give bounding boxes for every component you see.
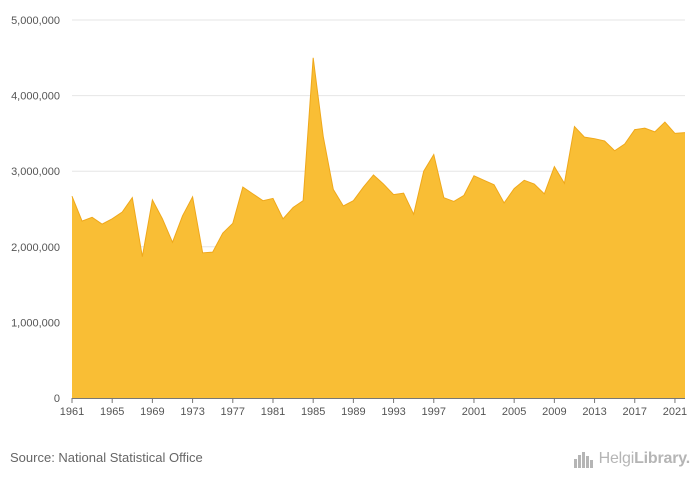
x-tick-label: 1985 — [301, 406, 325, 418]
data-point — [583, 136, 586, 139]
data-point — [663, 121, 666, 124]
data-point — [261, 199, 264, 202]
data-point — [392, 193, 395, 196]
y-tick-label: 3,000,000 — [11, 166, 60, 178]
y-tick-label: 2,000,000 — [11, 242, 60, 254]
data-point — [282, 217, 285, 220]
data-point — [573, 125, 576, 128]
logo-text-bold: Library. — [634, 450, 690, 467]
data-point — [111, 217, 114, 220]
data-point — [372, 173, 375, 176]
logo-text: HelgiLibrary. — [598, 450, 691, 468]
data-point — [171, 241, 174, 244]
x-tick-label: 1969 — [140, 406, 164, 418]
data-point — [452, 200, 455, 203]
data-point — [81, 220, 84, 223]
data-point — [563, 182, 566, 185]
data-point — [513, 187, 516, 190]
footer: Source: National Statistical Office Helg… — [0, 440, 700, 483]
x-tick-label: 1981 — [261, 406, 285, 418]
data-point — [543, 192, 546, 195]
y-tick-label: 1,000,000 — [11, 317, 60, 329]
data-point — [101, 223, 104, 226]
data-point — [412, 213, 415, 216]
data-point — [312, 56, 315, 59]
y-tick-label: 0 — [54, 393, 60, 405]
data-point — [221, 232, 224, 235]
data-point — [191, 195, 194, 198]
data-point — [71, 195, 74, 198]
data-point — [121, 211, 124, 214]
x-tick-label: 1989 — [341, 406, 365, 418]
data-point — [603, 139, 606, 142]
data-point — [493, 183, 496, 186]
city-skyline-icon — [573, 452, 593, 468]
data-point — [623, 142, 626, 145]
data-point — [653, 130, 656, 133]
x-tick-label: 1965 — [100, 406, 124, 418]
data-point — [402, 192, 405, 195]
data-point — [161, 217, 164, 220]
data-point — [241, 186, 244, 189]
data-point — [211, 251, 214, 254]
area-chart: 0 1,000,000 2,000,000 3,000,000 4,000,000 5,0… — [11, 15, 687, 418]
data-point — [472, 174, 475, 177]
x-tick-label: 1973 — [180, 406, 204, 418]
data-point — [483, 179, 486, 182]
x-tick-label: 2013 — [582, 406, 606, 418]
data-point — [292, 206, 295, 209]
data-point — [251, 192, 254, 195]
data-point — [332, 188, 335, 191]
data-point — [181, 214, 184, 217]
x-tick-label: 2009 — [542, 406, 566, 418]
data-point — [322, 135, 325, 138]
data-point — [503, 201, 506, 204]
x-tick-label: 1977 — [221, 406, 245, 418]
x-tick-label: 2001 — [462, 406, 486, 418]
area-series — [72, 57, 685, 399]
x-tick-label: 2005 — [502, 406, 526, 418]
area-series-line — [71, 57, 686, 257]
data-point — [432, 153, 435, 156]
data-point — [593, 137, 596, 140]
data-point — [201, 251, 204, 254]
helgi-library-logo[interactable]: HelgiLibrary. — [573, 448, 690, 470]
y-tick-label: 4,000,000 — [11, 91, 60, 103]
data-point — [151, 198, 154, 201]
data-point — [523, 179, 526, 182]
data-point — [362, 186, 365, 189]
x-tick-label: 2017 — [623, 406, 647, 418]
chart-area: 0 1,000,000 2,000,000 3,000,000 4,000,000 5,0… — [11, 15, 687, 418]
data-point — [613, 149, 616, 152]
data-point — [673, 132, 676, 135]
logo-text-light: Helgi — [598, 450, 635, 467]
data-point — [553, 165, 556, 168]
data-point — [91, 216, 94, 219]
data-point — [462, 194, 465, 197]
data-point — [131, 196, 134, 199]
data-point — [302, 199, 305, 202]
data-point — [633, 128, 636, 131]
source-note: Source: National Statistical Office — [10, 450, 203, 465]
data-point — [352, 199, 355, 202]
x-tick-label: 1993 — [381, 406, 405, 418]
data-point — [141, 255, 144, 258]
x-tick-label: 1997 — [422, 406, 446, 418]
data-point — [533, 183, 536, 186]
data-point — [342, 204, 345, 207]
x-tick-label: 2021 — [663, 406, 687, 418]
data-point — [422, 170, 425, 173]
data-point — [271, 197, 274, 200]
data-point — [684, 131, 687, 134]
y-tick-label: 5,000,000 — [11, 15, 60, 27]
data-point — [382, 183, 385, 186]
data-point — [231, 222, 234, 225]
x-tick-label: 1961 — [60, 406, 84, 418]
data-point — [643, 127, 646, 130]
data-point — [442, 196, 445, 199]
